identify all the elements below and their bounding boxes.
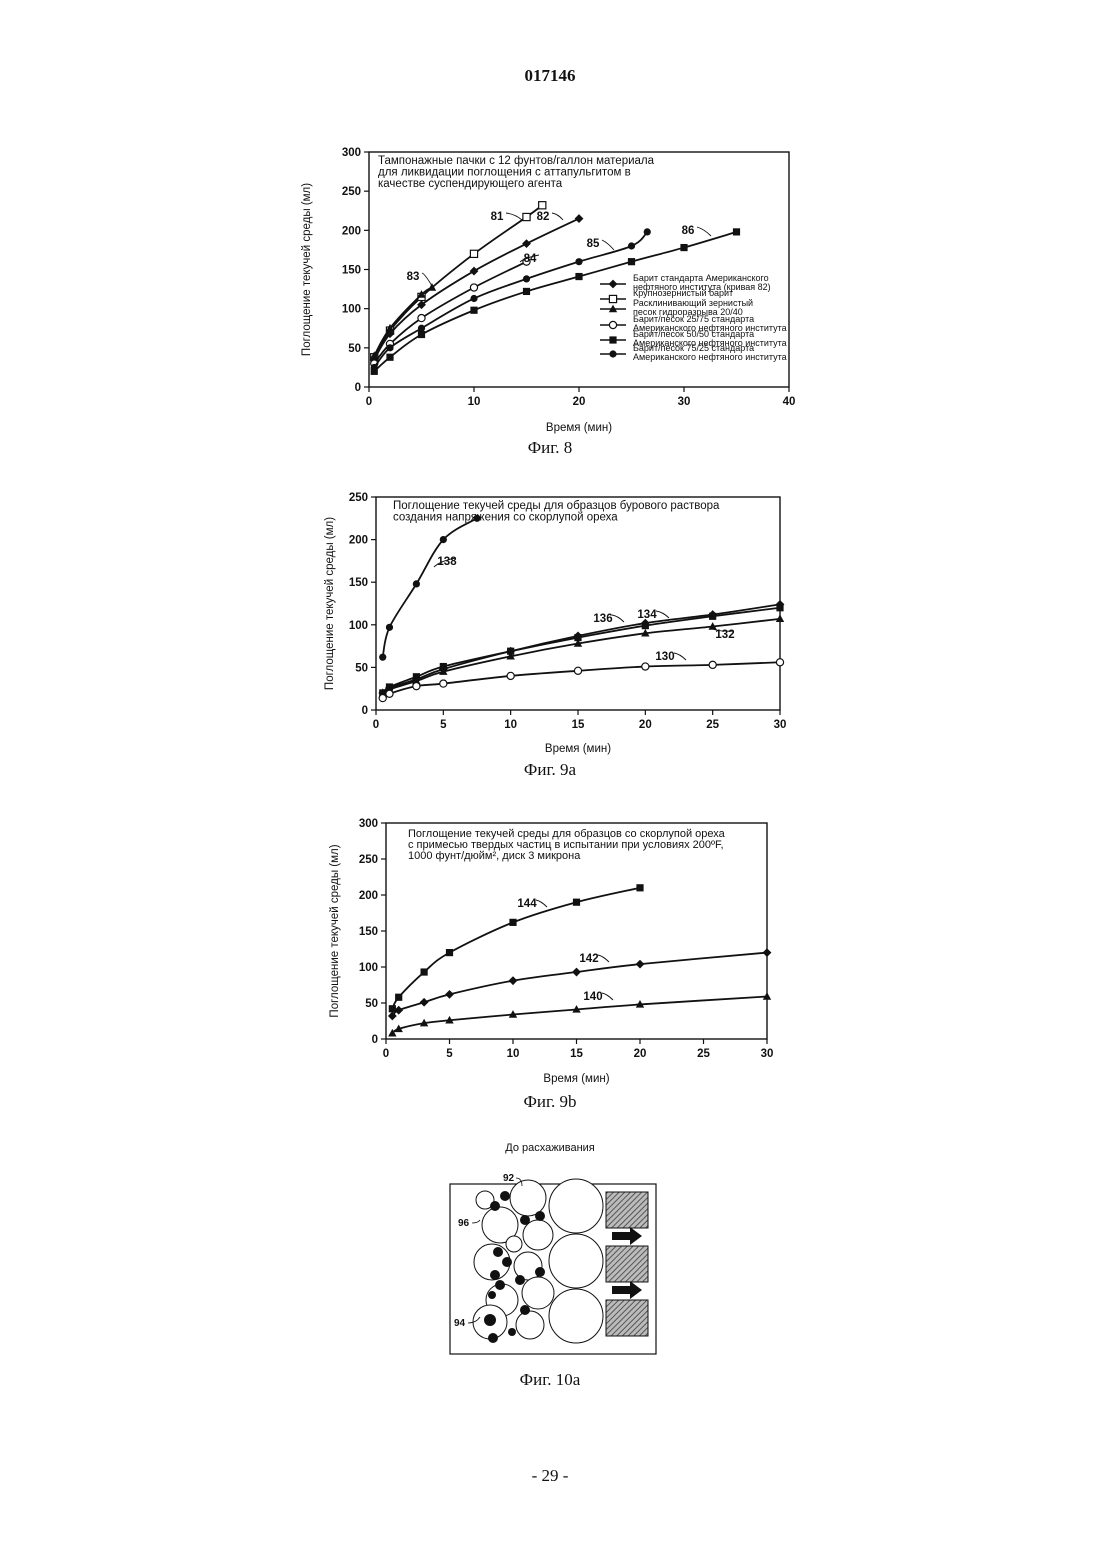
solid-particle [508,1328,516,1336]
series-144: 144 [389,884,644,1012]
data-point [420,998,429,1007]
hatched-block [606,1192,648,1228]
large-particle [549,1289,603,1343]
series-label: 142 [579,953,598,965]
diagram-label-94: 94 [454,1318,466,1329]
data-point [446,949,453,956]
y-tick-label: 300 [359,818,378,830]
data-point [763,948,772,957]
x-tick-label: 15 [570,1048,583,1060]
x-tick-label: 20 [634,1048,647,1060]
medium-particle [523,1220,553,1250]
small-particle [506,1236,522,1252]
data-point [389,1005,396,1012]
data-point [395,994,402,1001]
diagram-fig10a: 92 96 94 [0,1160,1100,1360]
hatched-block [606,1300,648,1336]
series-140: 140 [388,991,771,1036]
data-point [445,990,454,999]
y-tick-label: 250 [359,854,378,866]
solid-particle [484,1314,496,1326]
data-point [421,968,428,975]
caption-fig10a: Фиг. 10a [0,1370,1100,1390]
page-footer: - 29 - [0,1466,1100,1486]
y-tick-label: 100 [359,962,378,974]
solid-particle [490,1201,500,1211]
medium-particle [522,1277,554,1309]
data-point [572,968,581,977]
solid-particle [490,1270,500,1280]
solid-particle [488,1291,496,1299]
caption-fig9b: Фиг. 9b [0,1092,1100,1112]
solid-particle [488,1333,498,1343]
x-tick-label: 25 [697,1048,710,1060]
x-axis-label: Время (мин) [543,1073,609,1085]
diagram-title: До расхаживания [0,1142,1100,1154]
chart-title-line: 1000 фунт/дюйм², диск 3 микрона [408,850,581,862]
x-tick-label: 5 [446,1048,453,1060]
solid-particle [520,1215,530,1225]
solid-particle [520,1305,530,1315]
solid-particle [500,1191,510,1201]
solid-particle [535,1267,545,1277]
x-tick-label: 10 [507,1048,520,1060]
data-point [636,884,643,891]
series-leader [598,955,609,962]
data-point [636,960,645,969]
large-particle [549,1179,603,1233]
y-tick-label: 150 [359,926,378,938]
diagram-label-96: 96 [458,1218,470,1229]
y-axis-label: Поглощение текучей среды (мл) [329,844,341,1017]
solid-particle [493,1247,503,1257]
data-point [509,976,518,985]
series-leader [536,900,547,907]
medium-particle [510,1180,546,1216]
series-label: 140 [583,991,602,1003]
data-point [509,919,516,926]
series-line [392,888,640,1009]
data-point [573,899,580,906]
solid-particle [495,1280,505,1290]
series-label: 144 [517,898,537,910]
x-tick-label: 30 [761,1048,774,1060]
chart-fig9b: 0 50 100 150 200 250 300 0 5 10 15 20 25 30 Время (мин… [0,0,1100,1090]
y-tick-label: 200 [359,890,378,902]
medium-particle [516,1311,544,1339]
series-leader [602,993,613,1000]
y-tick-label: 0 [372,1034,378,1046]
solid-particle [535,1211,545,1221]
solid-particle [502,1257,512,1267]
large-particle [549,1234,603,1288]
solid-particle [515,1275,525,1285]
y-tick-label: 50 [365,998,378,1010]
hatched-block [606,1246,648,1282]
diagram-label-92: 92 [503,1173,515,1184]
series-line [392,997,767,1034]
x-tick-label: 0 [383,1048,389,1060]
